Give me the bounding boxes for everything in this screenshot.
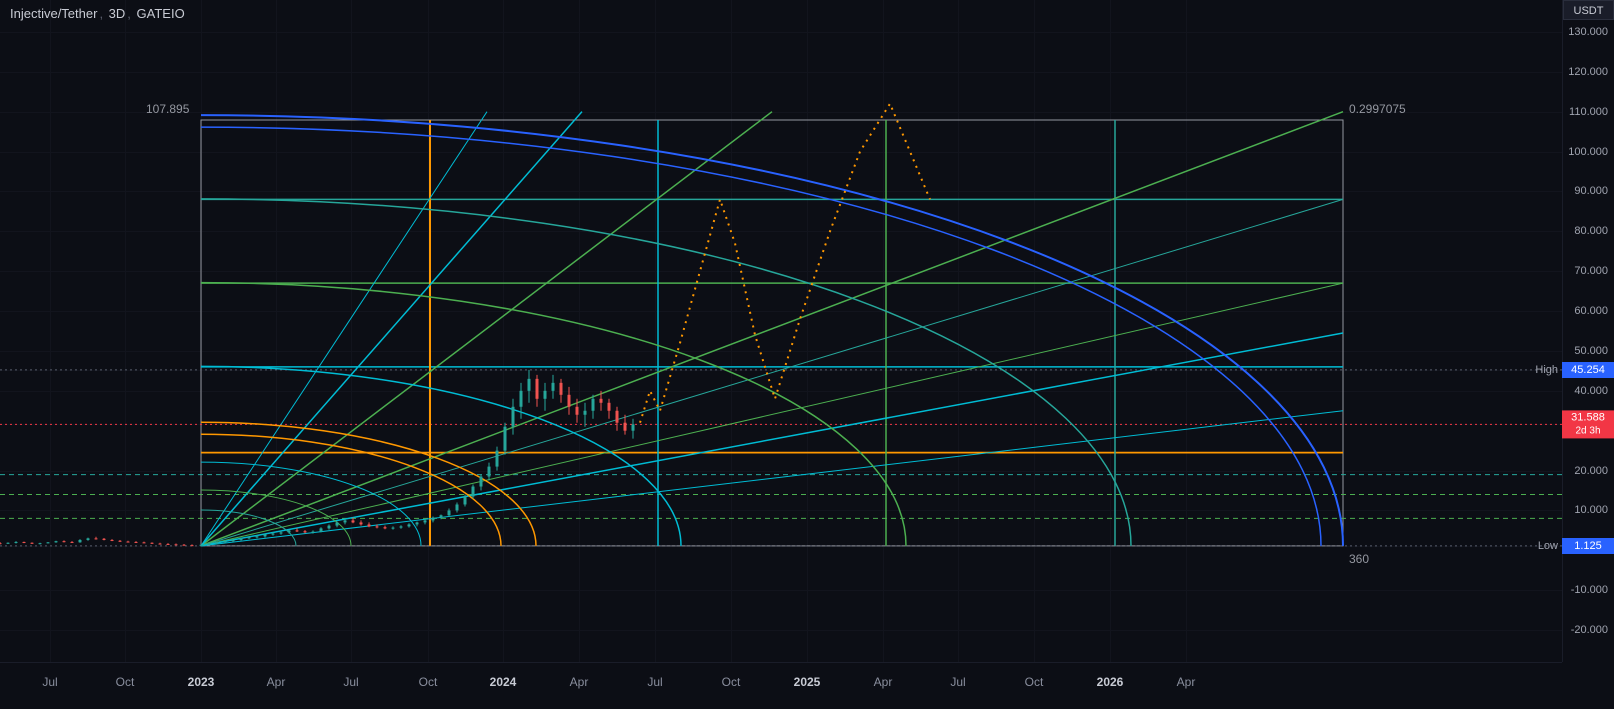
price-tick: 10.000: [1574, 504, 1608, 516]
gann-label-top-right: 0.2997075: [1349, 102, 1406, 116]
price-tick: 50.000: [1574, 345, 1608, 357]
price-axis[interactable]: USDT 130.000 120.000 110.000 100.000 90.000 8…: [1562, 0, 1614, 662]
time-tick: Oct: [722, 675, 741, 689]
time-tick: Jul: [343, 675, 358, 689]
gann-label-top-left: 107.895: [146, 102, 189, 116]
symbol-name[interactable]: Injective/Tether: [10, 6, 97, 21]
time-tick: Apr: [874, 675, 893, 689]
price-tick: 120.000: [1568, 66, 1608, 78]
time-tick: Oct: [116, 675, 135, 689]
price-tick: 90.000: [1574, 185, 1608, 197]
time-tick: Oct: [1025, 675, 1044, 689]
chart-drawings: [0, 0, 1562, 662]
time-tick: Jul: [42, 675, 57, 689]
time-tick: 2024: [490, 675, 517, 689]
time-tick: Apr: [570, 675, 589, 689]
chart-header: Injective/Tether, 3D, GATEIO: [10, 6, 187, 21]
time-tick: 2026: [1097, 675, 1124, 689]
chart-interval[interactable]: 3D: [109, 6, 126, 21]
chart-app: { "header": { "symbol": "Injective/Tethe…: [0, 0, 1614, 709]
high-label: High: [1535, 364, 1558, 376]
low-price-tag: 1.125: [1562, 538, 1614, 554]
time-axis[interactable]: Jul Oct 2023 Apr Jul Oct 2024 Apr Jul Oct 2025 Apr J…: [0, 662, 1562, 709]
time-tick: 2025: [794, 675, 821, 689]
price-tick: 20.000: [1574, 465, 1608, 477]
high-price-tag: 45.254: [1562, 362, 1614, 378]
price-tick: -20.000: [1571, 624, 1608, 636]
price-tick: 80.000: [1574, 225, 1608, 237]
gann-label-bottom-right: 360: [1349, 552, 1369, 566]
current-price-tag: 31.5882d 3h: [1562, 411, 1614, 438]
low-label: Low: [1538, 540, 1558, 552]
price-axis-unit[interactable]: USDT: [1563, 0, 1614, 20]
price-tick: 40.000: [1574, 385, 1608, 397]
time-tick: Apr: [267, 675, 286, 689]
time-tick: Oct: [419, 675, 438, 689]
time-tick: Jul: [647, 675, 662, 689]
time-tick: Apr: [1177, 675, 1196, 689]
price-tick: 70.000: [1574, 265, 1608, 277]
price-tick: 100.000: [1568, 146, 1608, 158]
time-tick: Jul: [950, 675, 965, 689]
chart-plot[interactable]: 107.895 0.2997075 360: [0, 0, 1562, 662]
time-tick: 2023: [188, 675, 215, 689]
price-tick: 110.000: [1569, 106, 1608, 118]
price-tick: -10.000: [1571, 584, 1608, 596]
price-tick: 60.000: [1574, 305, 1608, 317]
exchange-name: GATEIO: [137, 6, 185, 21]
price-tick: 130.000: [1568, 26, 1608, 38]
